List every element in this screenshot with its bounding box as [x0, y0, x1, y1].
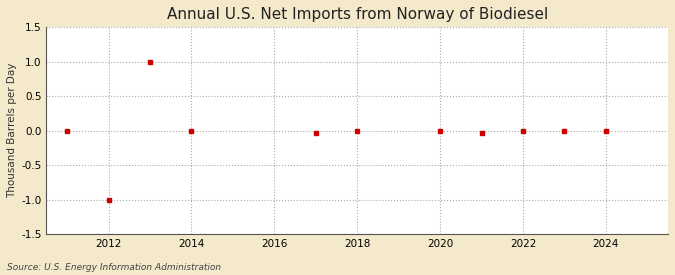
Text: Source: U.S. Energy Information Administration: Source: U.S. Energy Information Administ…	[7, 263, 221, 272]
Y-axis label: Thousand Barrels per Day: Thousand Barrels per Day	[7, 63, 17, 198]
Title: Annual U.S. Net Imports from Norway of Biodiesel: Annual U.S. Net Imports from Norway of B…	[167, 7, 548, 22]
